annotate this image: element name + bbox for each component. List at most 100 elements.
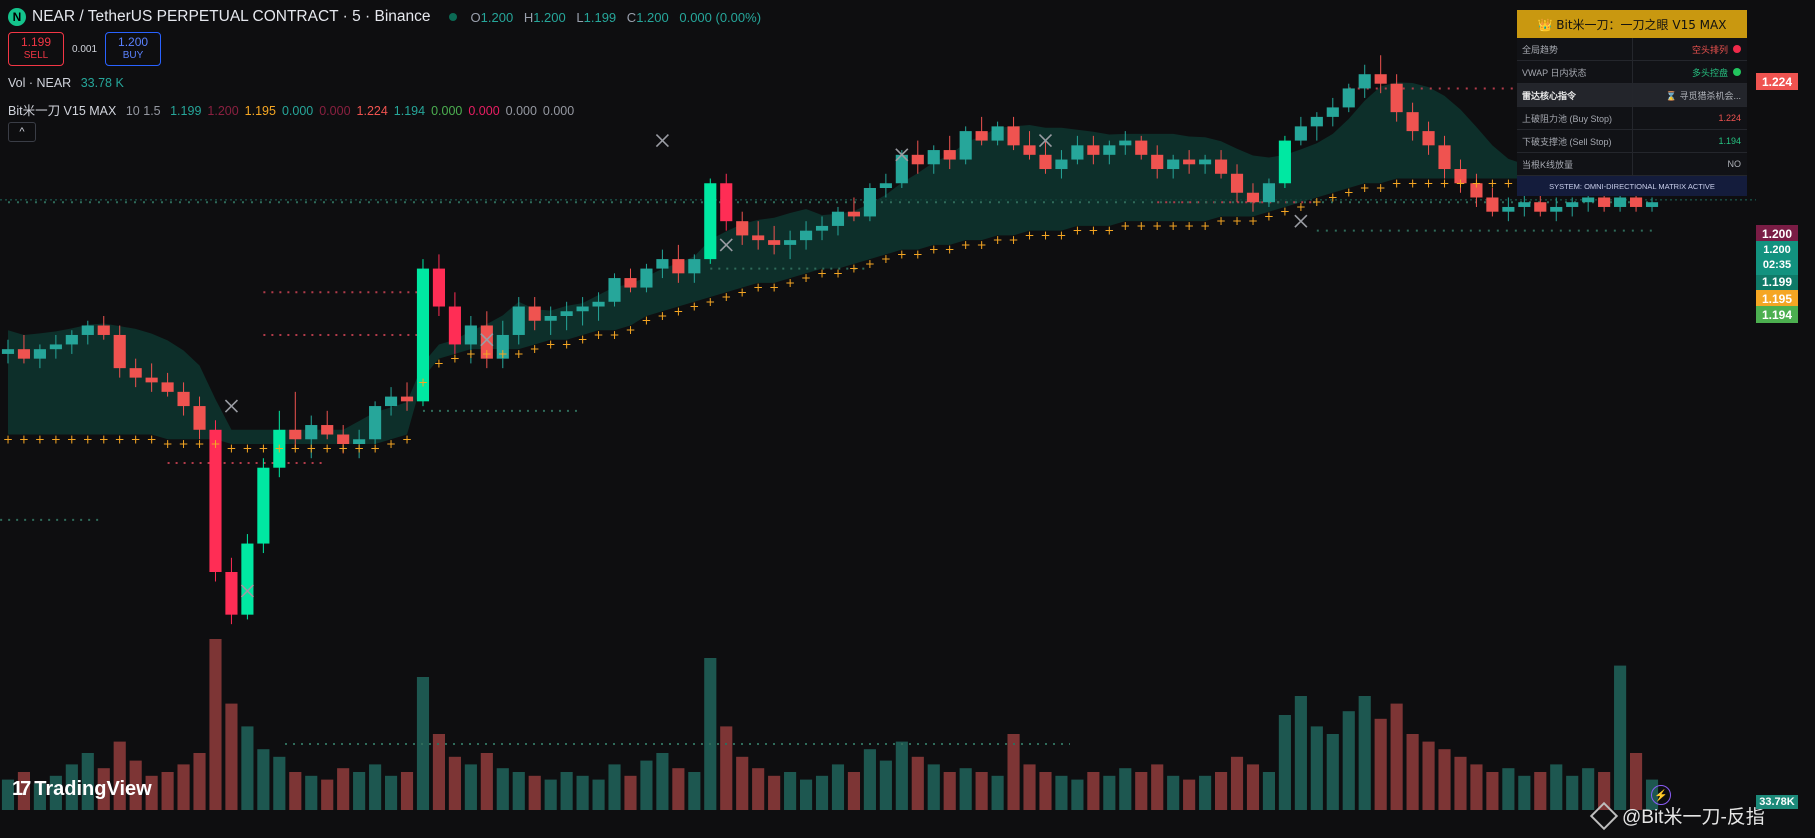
volume-bar	[1486, 772, 1499, 810]
panel-row-5: 当根K线放量 NO	[1517, 153, 1747, 176]
vwap-marker: +	[961, 238, 971, 252]
volume-bar	[736, 756, 749, 810]
volume-bar	[241, 726, 254, 810]
volume-bar	[33, 783, 46, 810]
candle-body	[384, 396, 398, 407]
volume-bar	[1502, 768, 1515, 810]
volume-bar	[799, 779, 813, 810]
candle-body	[863, 188, 876, 217]
vwap-marker: +	[147, 432, 157, 446]
panel-row-value: 1.224	[1633, 107, 1747, 129]
vwap-marker: +	[306, 442, 316, 456]
volume-indicator-legend[interactable]: Vol · NEAR 33.78 K	[8, 76, 130, 90]
vwap-marker: +	[625, 323, 635, 337]
near-logo-icon[interactable]: N	[8, 8, 26, 26]
volume-bar	[1294, 696, 1307, 810]
vwap-marker: +	[1280, 205, 1290, 219]
tradingview-wordmark: TradingView	[34, 778, 152, 800]
vwap-marker: +	[609, 328, 619, 342]
vwap-marker: +	[1408, 176, 1418, 190]
buy-label: BUY	[122, 50, 144, 61]
vwap-marker: +	[1487, 176, 1497, 190]
tradingview-logo[interactable]: 17 TradingView	[12, 778, 152, 801]
cross-marker-icon	[224, 399, 239, 413]
volume-bar	[1135, 772, 1148, 810]
volume-bar	[193, 753, 206, 810]
vwap-marker: +	[753, 281, 763, 295]
volume-bar	[177, 764, 190, 810]
cross-stroke	[719, 238, 733, 252]
vwap-marker: +	[51, 432, 61, 446]
vwap-marker: +	[386, 437, 396, 451]
buy-button[interactable]: 1.200 BUY	[105, 32, 162, 66]
candle-body	[736, 221, 749, 236]
vwap-marker: +	[434, 356, 444, 370]
vwap-marker: +	[1200, 219, 1210, 233]
vwap-marker: +	[131, 432, 141, 446]
volume-bar	[1454, 756, 1467, 810]
volume-bar	[1230, 756, 1244, 810]
candle-body	[1214, 159, 1228, 174]
collapse-legend-button[interactable]: ^	[8, 122, 36, 142]
vwap-marker: +	[530, 342, 540, 356]
panel-row-key: 雷达核心指令	[1517, 84, 1633, 106]
candle-body	[799, 230, 813, 241]
lightning-icon[interactable]: ⚡	[1651, 785, 1671, 805]
vwap-marker: +	[1120, 219, 1130, 233]
vwap-marker: +	[1104, 224, 1114, 238]
candle-body	[225, 572, 238, 615]
candle-body	[1135, 140, 1148, 155]
volume-bar	[161, 772, 174, 810]
candle-body	[1071, 145, 1084, 160]
candle-body	[831, 211, 845, 226]
vwap-marker: +	[945, 243, 955, 257]
vwap-marker: +	[1344, 186, 1354, 200]
bit-indicator-legend[interactable]: Bit米一刀 V15 MAX 10 1.5 1.199 1.200 1.195 0.0…	[8, 100, 586, 119]
vwap-marker: +	[450, 352, 460, 366]
vwap-marker: +	[929, 243, 939, 257]
ohlc-close-key: C	[626, 9, 637, 25]
candle-body	[145, 377, 158, 383]
sell-button[interactable]: 1.199 SELL	[8, 32, 64, 66]
candle-body	[161, 382, 174, 392]
volume-bar	[863, 749, 876, 810]
vwap-marker: +	[99, 432, 109, 446]
volume-bar	[1023, 764, 1036, 810]
vwap-marker: +	[115, 432, 125, 446]
candle-body	[528, 306, 541, 321]
vwap-marker: +	[194, 437, 204, 451]
candle-body	[911, 154, 924, 165]
vwap-marker: +	[1439, 176, 1449, 190]
volume-bar	[1119, 768, 1132, 810]
candle-body	[321, 425, 334, 435]
vwap-marker: +	[322, 442, 332, 456]
candle-body	[943, 150, 956, 160]
volume-bar	[1151, 764, 1164, 810]
ohlc-high: 1.200	[533, 9, 566, 25]
volume-bar	[1358, 696, 1371, 810]
vwap-marker: +	[1376, 181, 1386, 195]
volume-bar	[17, 772, 31, 810]
volume-bar	[815, 775, 829, 810]
symbol-title[interactable]: NEAR / TetherUS PERPETUAL CONTRACT · 5 ·…	[32, 8, 431, 25]
watermark-text: @Bit米一刀-反指	[1622, 807, 1765, 828]
volume-bar	[927, 764, 940, 810]
panel-rows: 全局趋势 空头排列 VWAP 日内状态 多头控盘 雷达核心指令 ⌛ 寻觅猎杀机会... 上破…	[1517, 38, 1747, 176]
volume-bar	[672, 768, 685, 810]
watermark: @Bit米一刀-反指	[1589, 801, 1765, 830]
bit-indicator-values: 1.199 1.200 1.195 0.000 0.000 1.224 1.194 0.000…	[170, 104, 580, 118]
candle-body	[129, 368, 142, 378]
candle-body	[1566, 202, 1579, 207]
candle-body	[177, 391, 190, 407]
candle-body	[1374, 74, 1387, 84]
volume-bar	[496, 768, 509, 810]
candle-body	[1039, 154, 1052, 170]
cross-marker-icon	[655, 134, 669, 148]
ohlc-open-key: O	[470, 9, 481, 25]
candle-body	[576, 306, 589, 312]
candle-body	[1151, 154, 1164, 170]
volume-bar	[640, 760, 653, 810]
candle-body	[1582, 197, 1595, 203]
panel-row-0: 全局趋势 空头排列	[1517, 38, 1747, 61]
volume-bar	[1167, 775, 1180, 810]
